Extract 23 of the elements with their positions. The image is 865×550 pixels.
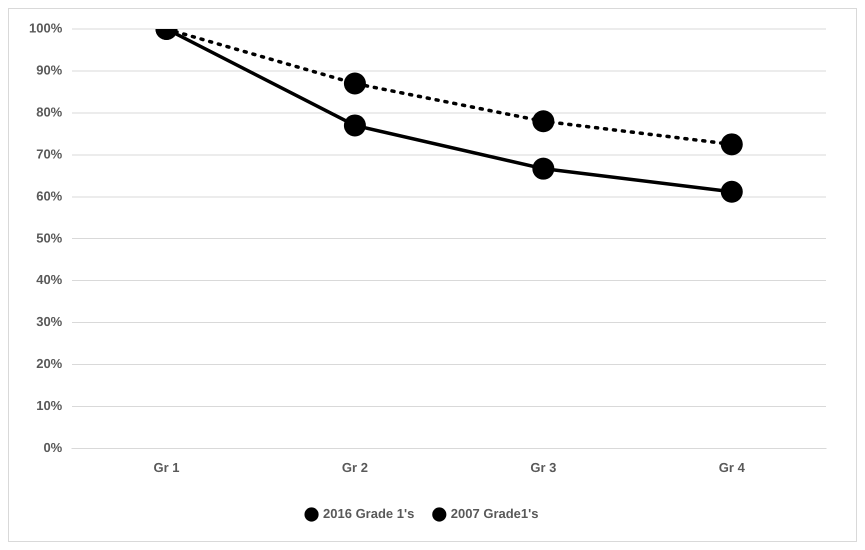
x-tick-label: Gr 4	[718, 460, 746, 475]
y-tick-label: 30%	[36, 314, 63, 330]
x-tick-label: Gr 2	[342, 460, 368, 475]
y-tick-label: 90%	[36, 62, 63, 78]
y-tick-label: 100%	[29, 20, 63, 36]
legend-label: 2016 Grade 1's	[323, 506, 414, 522]
point	[344, 114, 366, 136]
y-tick-label: 50%	[36, 230, 63, 246]
y-tick-label: 10%	[36, 398, 63, 414]
point	[720, 180, 743, 203]
y-tick-label: 70%	[36, 146, 63, 162]
point	[720, 133, 743, 156]
y-tick-label: 40%	[36, 272, 63, 288]
y-tick-label: 20%	[36, 356, 63, 372]
point	[532, 158, 554, 180]
x-tick-label: Gr 1	[153, 460, 180, 475]
y-tick-label: 60%	[36, 188, 63, 204]
point	[344, 72, 366, 95]
x-tick-label: Gr 3	[530, 460, 556, 475]
point	[532, 110, 554, 132]
y-tick-label: 0%	[43, 440, 63, 455]
legend-label: 2007 Grade1's	[450, 506, 538, 522]
y-tick-label: 80%	[36, 104, 63, 120]
